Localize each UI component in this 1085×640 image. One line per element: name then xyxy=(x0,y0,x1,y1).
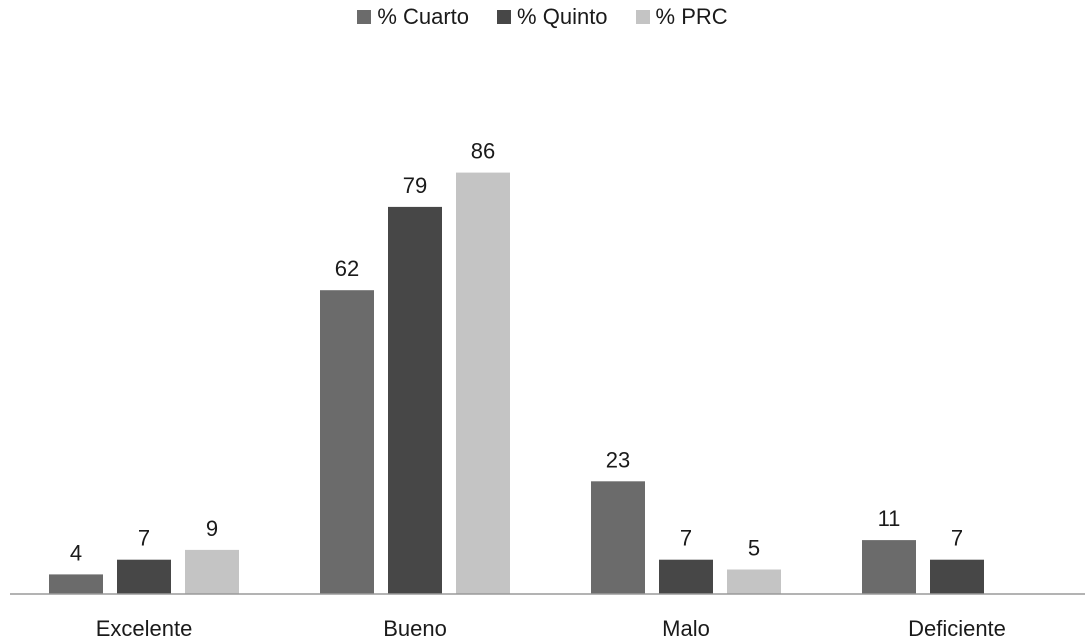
data-label: 5 xyxy=(748,536,760,561)
legend-swatch xyxy=(635,10,650,24)
bar xyxy=(930,559,984,594)
legend-swatch xyxy=(497,10,512,24)
category-label: Deficiente xyxy=(908,616,1006,640)
legend-swatch xyxy=(357,10,372,24)
bar xyxy=(388,206,442,594)
bar xyxy=(659,559,713,594)
category-label: Malo xyxy=(662,616,710,640)
data-label: 11 xyxy=(878,506,901,531)
bar xyxy=(591,481,645,594)
data-label: 7 xyxy=(680,526,692,551)
legend-label: % Cuarto xyxy=(377,4,470,29)
data-label: 86 xyxy=(471,139,495,164)
data-label: 7 xyxy=(138,526,150,551)
data-label: 62 xyxy=(335,256,359,281)
legend-label: % Quinto xyxy=(517,4,608,29)
bar xyxy=(185,549,239,594)
legend-label: % PRC xyxy=(655,4,728,29)
bar xyxy=(862,540,916,594)
legend-item: % PRC xyxy=(635,4,728,30)
data-label: 23 xyxy=(606,447,630,472)
bar xyxy=(320,290,374,594)
data-label: 4 xyxy=(70,540,82,565)
data-label: 9 xyxy=(206,516,218,541)
legend-item: % Quinto xyxy=(497,4,608,30)
category-label: Excelente xyxy=(96,616,193,640)
category-label: Bueno xyxy=(383,616,447,640)
chart-legend: % Cuarto % Quinto % PRC xyxy=(0,4,1085,30)
bar xyxy=(49,574,103,594)
legend-item: % Cuarto xyxy=(357,4,469,30)
bar xyxy=(456,172,510,594)
bar xyxy=(117,559,171,594)
bar xyxy=(727,569,781,594)
data-label: 79 xyxy=(403,173,427,198)
data-label: 7 xyxy=(951,526,963,551)
